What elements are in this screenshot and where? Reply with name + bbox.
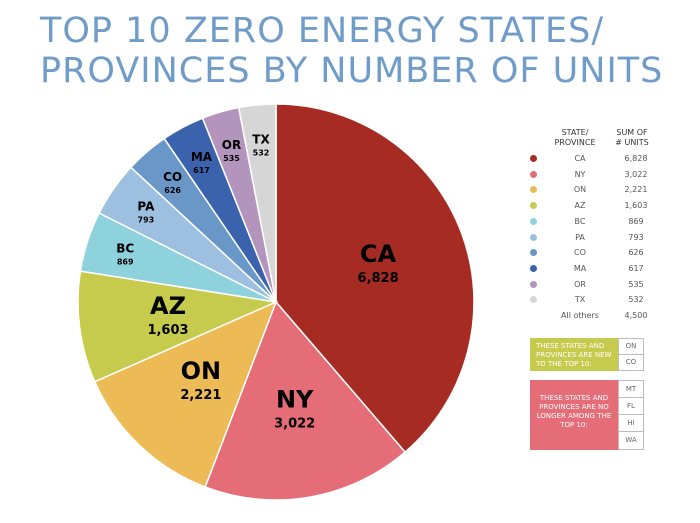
list-item: MT	[619, 381, 643, 398]
legend-swatch	[530, 264, 537, 272]
legend-row: CO 626	[530, 246, 670, 260]
legend-name: All others	[561, 311, 599, 320]
legend-value: 617	[628, 263, 644, 273]
slice-label-ny: NY	[276, 385, 314, 413]
slice-value-ma: 617	[193, 166, 210, 175]
legend-row: NY 3,022	[530, 168, 670, 182]
slice-label-az: AZ	[150, 292, 186, 320]
legend-name: TX	[574, 295, 586, 305]
slice-label-tx: TX	[252, 132, 270, 146]
legend-value: 626	[628, 248, 644, 258]
list-item: HI	[619, 415, 643, 432]
legend-name: ON	[573, 185, 587, 195]
legend-swatch	[530, 280, 537, 288]
pie-slice-az	[77, 270, 279, 383]
slice-value-ca: 6,828	[358, 271, 399, 286]
list-item: CO	[625, 357, 637, 366]
dropped-from-top10-note: THESE STATES AND PROVINCES ARE NO LONGER…	[530, 380, 618, 450]
legend-name: BC	[574, 216, 586, 226]
slice-label-or: OR	[222, 138, 241, 152]
slice-value-co: 626	[164, 186, 181, 195]
legend-name: PA	[575, 232, 585, 242]
legend-row: ON 2,221	[530, 183, 670, 197]
legend-value: 1,603	[624, 201, 648, 211]
list-item: ON	[619, 339, 643, 355]
dropped-from-top10-list: MT FL HI WA	[618, 380, 644, 450]
legend-row: TX 532	[530, 293, 670, 307]
legend-name: OR	[574, 279, 586, 289]
legend-row: AZ 1,603	[530, 199, 670, 213]
legend-value: 535	[628, 279, 644, 289]
slice-value-az: 1,603	[147, 323, 188, 338]
pie-slice-ny	[204, 300, 407, 501]
slice-value-pa: 793	[138, 216, 155, 225]
chart-title-line-2: PROVINCES BY NUMBER OF UNITS	[40, 51, 664, 91]
legend-swatch	[530, 202, 537, 210]
legend-swatch	[530, 249, 537, 257]
slice-label-ca: CA	[360, 240, 397, 268]
slice-value-bc: 869	[117, 257, 134, 266]
legend-swatch	[530, 217, 537, 225]
legend-header-state: STATE/ PROVINCE	[554, 128, 596, 147]
legend-row: MA 617	[530, 262, 670, 276]
legend-value: 6,828	[624, 154, 648, 163]
legend-swatch	[530, 155, 537, 162]
slice-value-or: 535	[223, 154, 240, 163]
legend-name: MA	[573, 263, 587, 273]
slice-label-on: ON	[181, 357, 222, 385]
legend-swatch	[530, 233, 537, 241]
legend-row: BC 869	[530, 215, 670, 229]
slice-value-tx: 532	[253, 148, 270, 157]
legend-row: PA 793	[530, 231, 670, 245]
list-item: WA	[625, 436, 637, 444]
legend-value: 3,022	[624, 169, 648, 179]
new-to-top10-list: ON CO	[618, 338, 644, 371]
legend-name: CA	[574, 154, 586, 163]
legend-value: 532	[628, 295, 644, 305]
legend-name: AZ	[574, 201, 586, 211]
legend-row: All others 4,500	[530, 309, 670, 323]
legend-value: 4,500	[624, 311, 648, 320]
legend-swatch	[530, 170, 537, 178]
legend-header-units: SUM OF # UNITS	[615, 128, 649, 147]
legend-name: NY	[574, 169, 586, 179]
slice-value-on: 2,221	[180, 388, 221, 403]
legend-row: OR 535	[530, 278, 670, 292]
list-item: FL	[619, 398, 643, 415]
pie-slice-ca	[275, 103, 475, 454]
chart-title-line-1: TOP 10 ZERO ENERGY STATES/	[40, 11, 605, 51]
legend-value: 2,221	[624, 185, 648, 195]
pie-slice-tx	[237, 103, 277, 303]
slice-label-pa: PA	[137, 200, 155, 214]
legend-value: 869	[628, 216, 644, 226]
legend-row: CA 6,828	[530, 152, 670, 166]
slice-label-co: CO	[163, 170, 182, 184]
legend-swatch	[530, 186, 537, 194]
legend-swatch	[530, 296, 537, 304]
slice-label-bc: BC	[116, 241, 134, 255]
legend-name: CO	[574, 248, 586, 258]
slice-value-ny: 3,022	[274, 416, 315, 431]
legend-value: 793	[628, 232, 644, 242]
new-to-top10-note: THESE STATES AND PROVINCES ARE NEW TO TH…	[530, 338, 618, 371]
slice-label-ma: MA	[191, 150, 213, 164]
pie-slice-on	[93, 300, 278, 488]
